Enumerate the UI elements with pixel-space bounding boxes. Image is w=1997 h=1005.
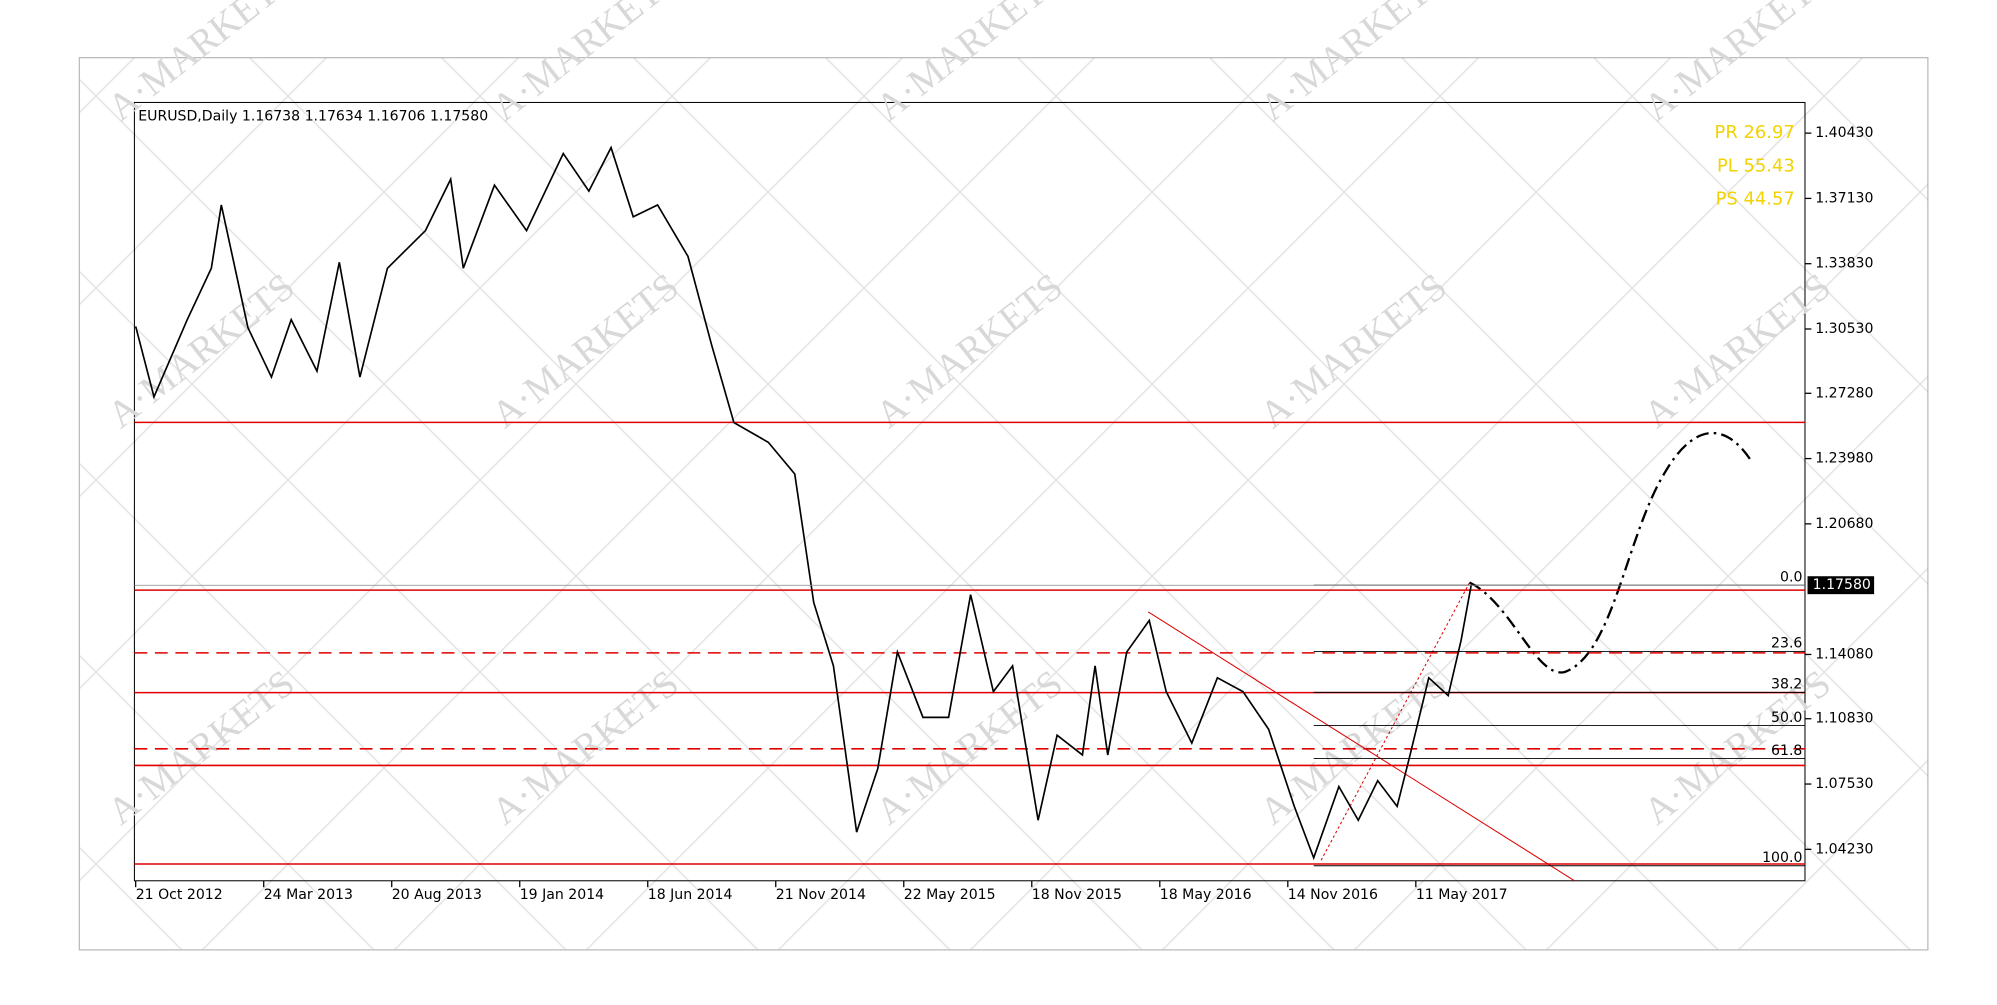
plot-area [133,101,1806,882]
price-line [134,145,1473,861]
x-tick-label: 14 Nov 2016 [1288,887,1378,903]
y-tick-label: 1.20680 [1815,516,1873,532]
x-tick-label: 19 Jan 2014 [520,887,604,903]
y-tick-label: 1.23980 [1815,451,1873,467]
y-tick-label: 1.37130 [1815,190,1873,206]
y-tick-label: 1.04230 [1815,841,1873,857]
y-tick-label: 1.33830 [1815,256,1873,272]
y-tick-label: 1.07530 [1815,776,1873,792]
last-price-box [1807,576,1875,595]
x-tick-label: 22 May 2015 [904,887,996,903]
x-tick-label: 11 May 2017 [1416,887,1508,903]
last-price-label: 1.17580 [1813,577,1871,593]
x-tick-label: 18 Jun 2014 [648,887,733,903]
y-tick-label: 1.30530 [1815,321,1873,337]
fib-label: 0.0 [1780,570,1802,586]
x-tick-label: 21 Oct 2012 [136,887,223,903]
x-tick-label: 20 Aug 2013 [392,887,482,903]
y-tick-label: 1.10830 [1815,711,1873,727]
fib-label: 61.8 [1771,743,1802,759]
fib-label: 23.6 [1771,636,1802,652]
fib-label: 50.0 [1771,710,1802,726]
x-tick-label: 18 Nov 2015 [1032,887,1122,903]
x-tick-label: 21 Nov 2014 [776,887,866,903]
chart-title: EURUSD,Daily 1.16738 1.17634 1.16706 1.1… [138,109,488,125]
x-tick-label: 24 Mar 2013 [264,887,353,903]
fib-label: 38.2 [1771,677,1802,693]
trend-line [1148,611,1575,882]
y-tick-label: 1.40430 [1815,125,1873,141]
stat-text: PR 26.97 [1715,122,1795,143]
fib-trend [1320,582,1471,861]
stat-text: PL 55.43 [1717,155,1795,176]
fib-label: 100.0 [1762,850,1802,866]
x-tick-label: 18 May 2016 [1160,887,1252,903]
stat-text: PS 44.57 [1716,189,1795,210]
y-tick-label: 1.14080 [1815,646,1873,662]
frame [78,57,1929,951]
forecast-path [1469,431,1753,674]
y-tick-label: 1.27280 [1815,385,1873,401]
